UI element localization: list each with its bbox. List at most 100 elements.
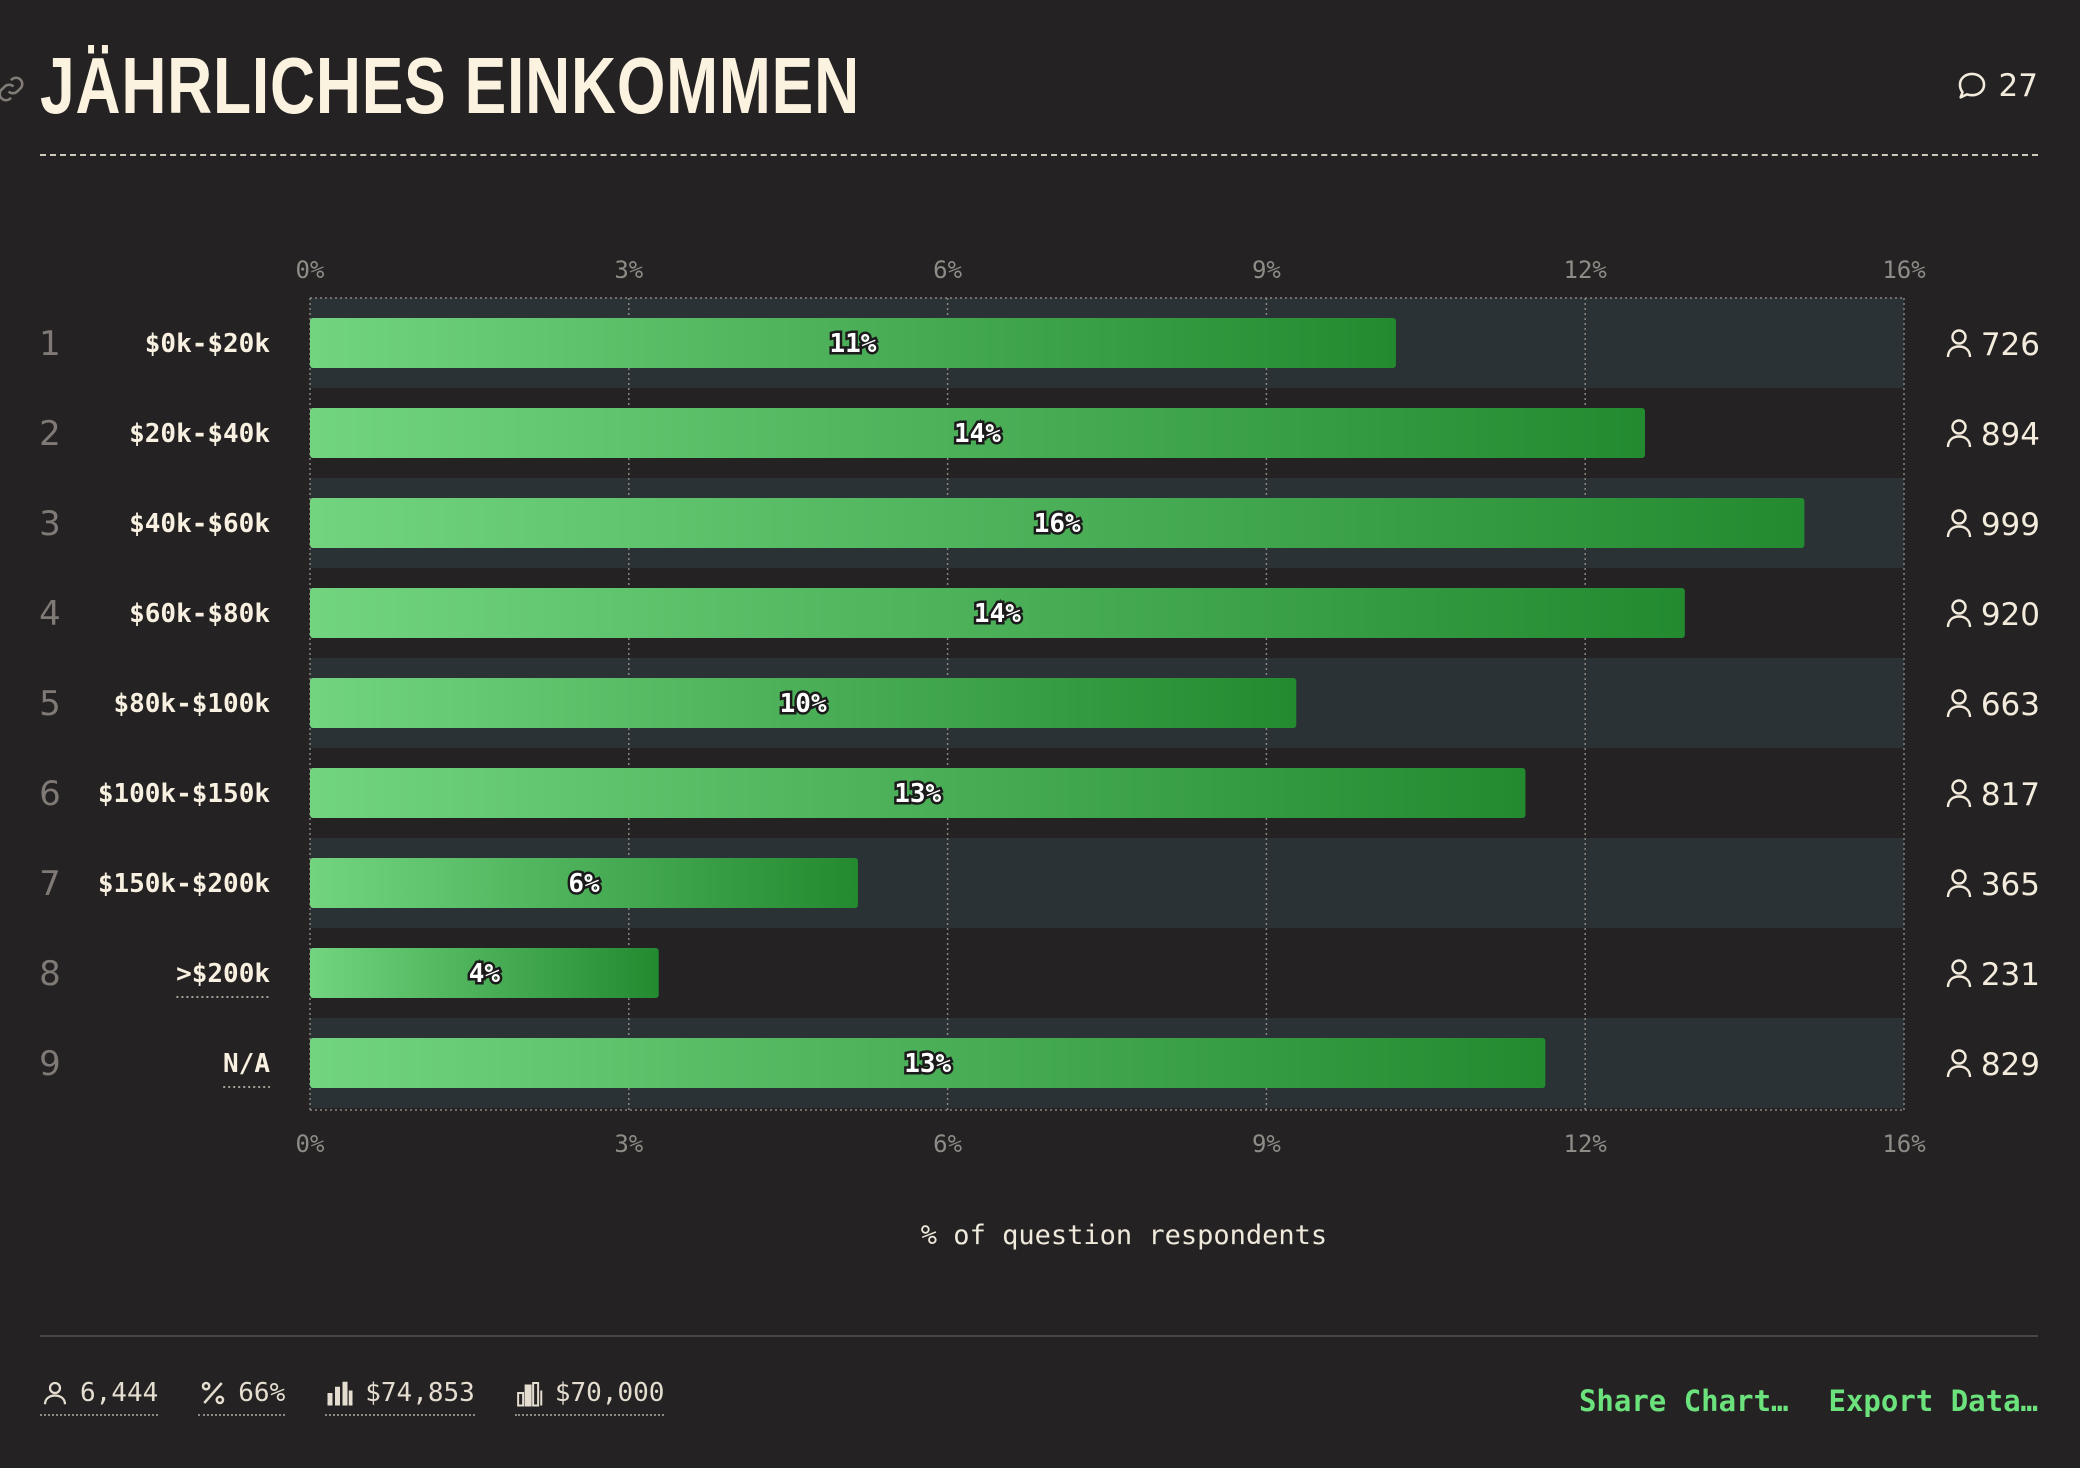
bar[interactable] — [310, 408, 1645, 458]
stat-mean[interactable]: $74,853 — [325, 1378, 475, 1416]
respondent-count: 999 — [1981, 507, 2040, 543]
bar-value-label: 11% — [829, 329, 876, 359]
category-label: $80k-$100k — [113, 689, 270, 719]
bar[interactable] — [310, 498, 1805, 548]
x-tick-label-bottom: 6% — [933, 1130, 962, 1158]
stat-median[interactable]: $70,000 — [514, 1378, 665, 1416]
bar-value-label: 14% — [954, 419, 1001, 449]
stat-respondents[interactable]: 6,444 — [40, 1378, 159, 1416]
export-data-button[interactable]: Export Data… — [1828, 1384, 2038, 1418]
bar-row[interactable]: 1 $0k-$20k 11% 726 — [39, 318, 2040, 368]
person-icon — [1946, 869, 1972, 898]
bar-row[interactable]: 7 $150k-$200k 6% 365 — [39, 858, 2040, 908]
bar[interactable] — [310, 318, 1396, 368]
summary-stats: 6,444 66% $74,853 $70,000 — [40, 1378, 665, 1416]
bar-value-label: 13% — [894, 779, 941, 809]
bar-value-label: 10% — [780, 689, 827, 719]
category-label: $150k-$200k — [98, 869, 271, 899]
rank-label: 3 — [39, 504, 61, 544]
x-axis-label: % of question respondents — [921, 1220, 1327, 1251]
person-icon — [1946, 329, 1972, 358]
comment-icon — [1958, 72, 1985, 99]
person-icon — [1946, 599, 1972, 628]
respondent-count: 920 — [1981, 597, 2040, 633]
x-tick-label-bottom: 3% — [614, 1130, 643, 1158]
bar-row[interactable]: 9 N/A 13% 829 — [39, 1038, 2040, 1088]
rank-label: 7 — [39, 864, 61, 904]
respondent-count: 231 — [1981, 957, 2040, 993]
category-label: $60k-$80k — [129, 599, 270, 629]
bar[interactable] — [310, 858, 858, 908]
bar[interactable] — [310, 588, 1685, 638]
stat-percentage-value: 66% — [238, 1378, 286, 1408]
rank-label: 2 — [39, 414, 61, 454]
stat-respondents-value: 6,444 — [80, 1378, 159, 1408]
bar-row[interactable]: 4 $60k-$80k 14% 920 — [39, 588, 2040, 638]
share-chart-button[interactable]: Share Chart… — [1578, 1384, 1789, 1418]
bar-row[interactable]: 6 $100k-$150k 13% 817 — [39, 768, 2040, 818]
respondent-count: 894 — [1981, 417, 2040, 453]
person-icon — [43, 1381, 67, 1405]
rank-label: 1 — [39, 324, 61, 364]
bar-row[interactable]: 3 $40k-$60k 16% 999 — [39, 498, 2040, 548]
respondent-count: 829 — [1981, 1047, 2040, 1083]
category-label[interactable]: N/A — [223, 1049, 270, 1079]
category-label: $40k-$60k — [129, 509, 270, 539]
rank-label: 8 — [39, 954, 61, 994]
x-tick-label-top: 6% — [933, 256, 962, 284]
bar[interactable] — [310, 1038, 1546, 1088]
percent-icon — [202, 1381, 225, 1405]
bar-chart-icon — [516, 1382, 543, 1407]
income-bar-chart: 0% 3% 6% 9% 12% 16% 0% 3% 6% 9% 12% 16% 1 $0k-$20k 1… — [39, 256, 2040, 1251]
rank-label: 4 — [39, 594, 61, 634]
person-icon — [1946, 689, 1972, 718]
rank-label: 6 — [39, 774, 61, 814]
x-tick-label-bottom: 0% — [296, 1130, 325, 1158]
bar-value-label: 16% — [1034, 509, 1081, 539]
bar-value-label: 4% — [469, 959, 501, 989]
respondent-count: 726 — [1981, 327, 2040, 363]
comments-button[interactable]: 27 — [1955, 68, 2038, 104]
person-icon — [1946, 509, 1972, 538]
person-icon — [1946, 959, 1972, 988]
category-label: $100k-$150k — [98, 779, 271, 809]
x-tick-label-top: 0% — [296, 256, 325, 284]
category-label: $20k-$40k — [129, 419, 270, 449]
rank-label: 9 — [39, 1044, 61, 1084]
page-title: JÄHRLICHES EINKOMMEN — [40, 41, 860, 130]
chart-header: JÄHRLICHES EINKOMMEN 27 — [0, 30, 2038, 156]
bar-value-label: 6% — [568, 869, 600, 899]
rank-label: 5 — [39, 684, 61, 724]
respondent-count: 365 — [1981, 867, 2040, 903]
bar-row[interactable]: 2 $20k-$40k 14% 894 — [39, 408, 2040, 458]
x-tick-label-top: 16% — [1882, 256, 1926, 284]
chart-actions: Share Chart… Export Data… — [1579, 1384, 2038, 1418]
stat-percentage[interactable]: 66% — [198, 1378, 286, 1416]
bar[interactable] — [310, 768, 1526, 818]
comment-count: 27 — [1998, 68, 2038, 104]
bar-value-label: 13% — [904, 1049, 951, 1079]
category-label[interactable]: >$200k — [176, 959, 270, 989]
x-tick-label-top: 12% — [1564, 256, 1608, 284]
bar-value-label: 14% — [974, 599, 1021, 629]
stat-median-value: $70,000 — [554, 1378, 665, 1408]
bar-row[interactable]: 5 $80k-$100k 10% 663 — [39, 678, 2040, 728]
respondent-count: 663 — [1981, 687, 2040, 723]
link-icon[interactable] — [0, 74, 26, 104]
category-label: $0k-$20k — [145, 329, 271, 359]
bar[interactable] — [310, 948, 659, 998]
bar-row[interactable]: 8 >$200k 4% 231 — [39, 948, 2040, 998]
bar[interactable] — [310, 678, 1297, 728]
x-tick-label-bottom: 12% — [1564, 1130, 1608, 1158]
footer-divider — [40, 1335, 2038, 1337]
stat-mean-value: $74,853 — [365, 1378, 475, 1408]
x-tick-label-bottom: 16% — [1882, 1130, 1926, 1158]
respondent-count: 817 — [1981, 777, 2040, 813]
person-icon — [1946, 1049, 1972, 1078]
x-tick-label-top: 3% — [614, 256, 643, 284]
person-icon — [1946, 419, 1972, 448]
person-icon — [1946, 779, 1972, 808]
x-tick-label-bottom: 9% — [1252, 1130, 1281, 1158]
x-tick-label-top: 9% — [1252, 256, 1281, 284]
